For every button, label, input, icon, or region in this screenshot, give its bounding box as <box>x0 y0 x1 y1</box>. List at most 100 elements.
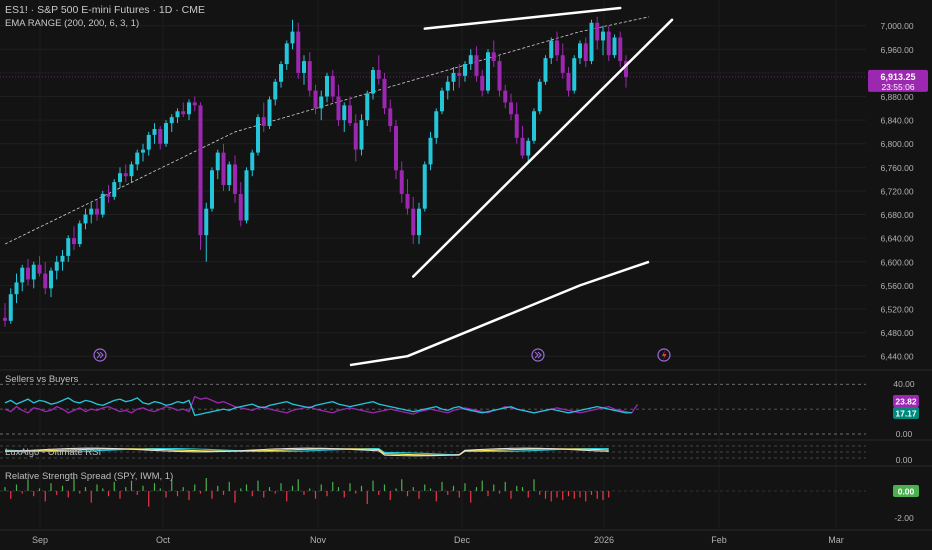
candle-body <box>509 102 513 115</box>
candle-body <box>175 111 180 118</box>
price-tick: 7,000.00 <box>880 21 913 31</box>
candle-body <box>353 123 358 150</box>
candle-body <box>129 164 134 177</box>
last-price-badge <box>868 69 928 92</box>
sb-tick: 40.00 <box>893 379 915 389</box>
marker-ring <box>93 348 107 362</box>
candle-body <box>313 90 318 109</box>
candle-body <box>612 37 617 56</box>
candle-body <box>43 273 48 289</box>
candle-body <box>233 164 237 194</box>
candle-body <box>135 152 140 165</box>
candle-body <box>112 182 117 197</box>
candle-body <box>204 208 209 236</box>
candle-body <box>606 31 611 56</box>
candle-body <box>49 270 53 289</box>
candle-body <box>37 264 42 274</box>
fast-forward-icon[interactable] <box>93 348 107 362</box>
candle-body <box>238 193 243 221</box>
candle-body <box>445 81 450 91</box>
candle-body <box>20 267 25 283</box>
marker-ring <box>531 348 545 362</box>
fast-forward-glyph <box>534 351 542 359</box>
rs-spread-legend: Relative Strength Spread (SPY, IWM, 1) <box>5 471 173 482</box>
candle-body <box>422 164 427 209</box>
candle-body <box>348 105 352 124</box>
rs-tick: -2.00 <box>894 513 914 523</box>
candle-body <box>273 81 278 100</box>
candle-body <box>474 55 479 76</box>
time-label: Oct <box>156 535 171 545</box>
time-label: Sep <box>32 535 48 545</box>
candle-body <box>141 149 145 153</box>
time-label: Nov <box>310 535 327 545</box>
candle-body <box>221 152 226 186</box>
candle-body <box>486 52 490 91</box>
candle-body <box>365 93 370 121</box>
ema-200-line <box>4 16 650 245</box>
fast-forward-icon[interactable] <box>531 348 545 362</box>
candle-body <box>215 152 220 171</box>
candle-body <box>589 22 594 62</box>
ema-range-label[interactable]: EMA RANGE (200, 200, 6, 3, 1) <box>5 18 140 29</box>
time-label: Feb <box>711 535 727 545</box>
candle-body <box>14 282 19 295</box>
candle-body <box>187 102 191 115</box>
candle-body <box>503 90 508 103</box>
time-axis[interactable]: Sep Oct Nov Dec 2026 Feb Mar <box>32 535 844 545</box>
candle-body <box>480 75 485 91</box>
candle-body <box>520 137 525 156</box>
candle-body <box>152 128 157 135</box>
candle-body <box>256 117 260 153</box>
candlesticks[interactable] <box>3 16 628 327</box>
lightning-icon[interactable] <box>657 348 671 362</box>
candle-body <box>307 61 312 91</box>
candle-body <box>95 208 99 215</box>
candle-body <box>417 208 421 236</box>
candle-body <box>543 58 548 82</box>
sb-tick: 0.00 <box>896 429 913 439</box>
candle-body <box>31 264 36 280</box>
price-tick: 6,840.00 <box>880 116 913 126</box>
lower-ema-line <box>349 260 650 367</box>
event-markers[interactable] <box>93 348 671 362</box>
candle-body <box>284 43 289 65</box>
candle-body <box>83 214 88 224</box>
candle-body <box>514 114 519 138</box>
rs-spread-label[interactable]: Relative Strength Spread (SPY, IWM, 1) <box>5 471 174 482</box>
sellers-buyers-label[interactable]: Sellers vs Buyers <box>5 374 79 385</box>
ultimate-rsi-label[interactable]: LuxAlgo - Ultimate RSI <box>5 447 102 458</box>
time-label: 2026 <box>594 535 614 545</box>
candle-body <box>296 31 301 73</box>
rsi-line <box>4 447 609 456</box>
fast-forward-glyph <box>96 351 104 359</box>
rsi-line <box>4 448 609 456</box>
chart-title[interactable]: ES1! · S&P 500 E-mini Futures · 1D · CME <box>5 4 205 16</box>
price-axis[interactable]: 7,000.006,960.006,920.006,880.006,840.00… <box>868 21 928 523</box>
candle-body <box>123 173 128 177</box>
candle-body <box>537 81 542 112</box>
price-tick: 6,680.00 <box>880 210 913 220</box>
indicator-lines <box>0 16 866 367</box>
candle-body <box>244 170 249 221</box>
candle-body <box>336 96 341 121</box>
legend: ES1! · S&P 500 E-mini Futures · 1D · CME <box>5 4 205 16</box>
upper-trendline <box>423 6 622 30</box>
candle-body <box>279 64 283 82</box>
candle-body <box>549 40 554 59</box>
price-tick: 6,520.00 <box>880 304 913 314</box>
candle-body <box>227 164 232 186</box>
candle-body <box>164 123 168 144</box>
candle-body <box>560 55 565 73</box>
candle-body <box>319 96 324 109</box>
price-tick: 6,720.00 <box>880 186 913 196</box>
candle-body <box>468 55 473 65</box>
sb-badge-bottom <box>893 407 919 419</box>
indicator-legend: EMA RANGE (200, 200, 6, 3, 1) <box>5 18 139 29</box>
candle-body <box>118 173 122 183</box>
price-tick: 6,560.00 <box>880 281 913 291</box>
trendlines[interactable] <box>412 6 674 278</box>
candle-body <box>192 102 197 106</box>
candle-body <box>376 69 381 79</box>
